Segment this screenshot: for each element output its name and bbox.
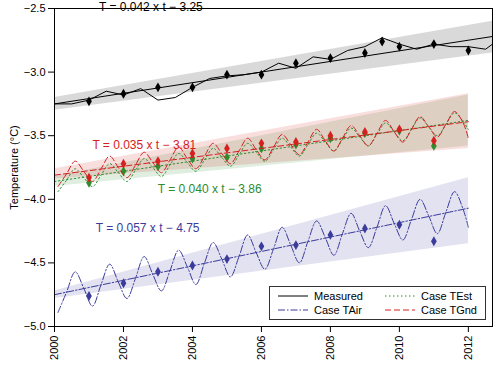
svg-text:Temperature (°C): Temperature (°C)	[8, 125, 20, 209]
svg-text:−4.0: −4.0	[24, 193, 46, 205]
svg-text:T = 0.040 x t − 3.86: T = 0.040 x t − 3.86	[158, 182, 262, 196]
html-text:Measured: Measured	[314, 290, 363, 302]
svg-text:T = 0.035 x t − 3.81: T = 0.035 x t − 3.81	[92, 138, 196, 152]
svg-text:−3.0: −3.0	[24, 66, 46, 78]
html-text:Case TAir: Case TAir	[314, 304, 362, 316]
svg-text:−4.5: −4.5	[24, 256, 46, 268]
svg-text:2006: 2006	[255, 336, 267, 360]
svg-text:2010: 2010	[393, 336, 405, 360]
svg-text:2012: 2012	[462, 336, 474, 360]
svg-text:−5.0: −5.0	[24, 320, 46, 332]
html-text:Case TEst: Case TEst	[420, 290, 473, 302]
svg-text:T = 0.042 x t − 3.25: T = 0.042 x t − 3.25	[99, 0, 203, 14]
svg-text:2004: 2004	[186, 336, 198, 360]
html-text:Case TGnd: Case TGnd	[420, 304, 477, 316]
svg-text:T = 0.057 x t − 4.75: T = 0.057 x t − 4.75	[96, 221, 200, 235]
svg-text:−3.5: −3.5	[24, 129, 46, 141]
svg-text:2000: 2000	[48, 336, 60, 360]
svg-text:2008: 2008	[324, 336, 336, 360]
svg-text:−2.5: −2.5	[24, 2, 46, 14]
svg-text:2002: 2002	[117, 336, 129, 360]
